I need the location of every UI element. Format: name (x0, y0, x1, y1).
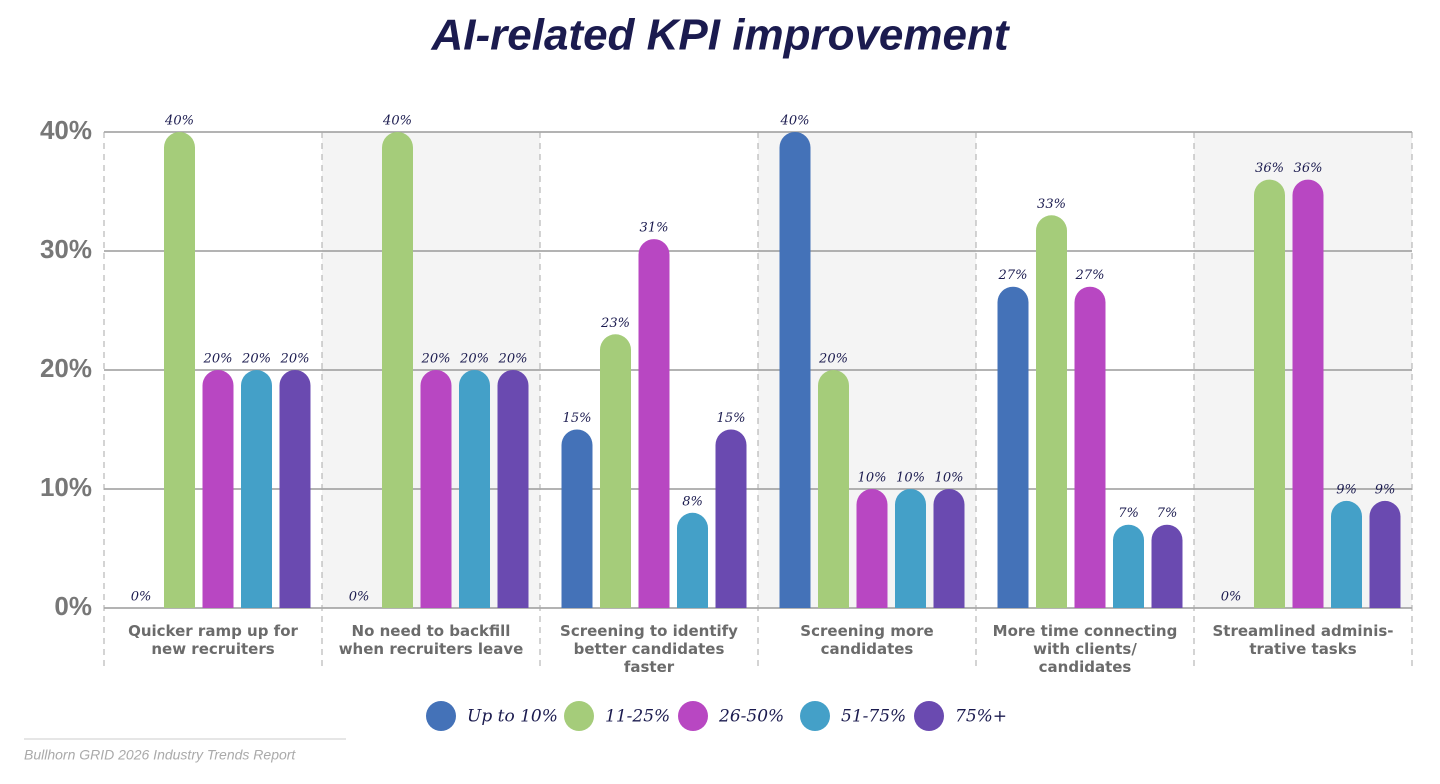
legend-label: Up to 10% (467, 707, 558, 727)
data-label: 9% (1336, 482, 1357, 497)
x-tick-label: More time connecting with clients/ candi… (992, 622, 1178, 676)
data-label: 7% (1157, 506, 1178, 521)
bar (1074, 286, 1106, 608)
x-tick-label: Quicker ramp up for new recruiters (128, 622, 298, 658)
bar (1151, 524, 1183, 608)
bar (1254, 179, 1285, 608)
x-tick-label: Screening to identify better candidates … (560, 622, 738, 676)
bar (1292, 179, 1324, 608)
data-label: 20% (421, 352, 451, 367)
data-label: 20% (498, 352, 528, 367)
data-label: 23% (600, 316, 630, 331)
legend-label: 11-25% (605, 707, 670, 727)
legend-swatch (564, 701, 594, 731)
data-label: 36% (1255, 161, 1284, 176)
y-tick-label: 30% (40, 234, 92, 264)
legend-swatch (800, 701, 830, 731)
y-tick-label: 20% (40, 353, 92, 383)
bar (933, 488, 965, 608)
bar (241, 370, 272, 608)
bar (779, 132, 811, 608)
data-label: 40% (164, 114, 194, 129)
bar (677, 512, 708, 608)
data-label: 31% (640, 221, 669, 236)
data-label: 15% (717, 411, 746, 426)
data-label: 36% (1294, 161, 1323, 176)
bar (1331, 500, 1362, 608)
x-tick-label: Screening more candidates (800, 622, 934, 658)
data-label: 40% (780, 114, 810, 129)
data-label: 20% (241, 352, 271, 367)
bar (561, 429, 593, 608)
data-label: 20% (280, 352, 310, 367)
bar (382, 132, 413, 608)
legend-swatch (914, 701, 944, 731)
data-label: 40% (382, 114, 412, 129)
bar (497, 370, 529, 608)
data-label: 0% (1221, 590, 1242, 605)
legend-label: 75%+ (955, 707, 1007, 727)
bar (279, 370, 311, 608)
bar (1036, 215, 1067, 609)
legend-label: 51-75% (841, 707, 906, 727)
chart-title: AI-related KPI improvement (430, 11, 1010, 60)
bar (818, 370, 849, 608)
bar (715, 429, 747, 608)
data-label: 10% (935, 471, 964, 486)
bar (600, 334, 631, 608)
data-label: 7% (1118, 506, 1139, 521)
bar (1113, 524, 1144, 608)
data-label: 27% (998, 268, 1028, 283)
data-label: 20% (203, 352, 233, 367)
data-label: 10% (896, 471, 925, 486)
data-label: 0% (349, 590, 370, 605)
x-tick-label: Streamlined adminis- trative tasks (1212, 622, 1394, 658)
bar (638, 239, 670, 609)
data-label: 20% (818, 352, 848, 367)
bar (997, 286, 1029, 608)
bar (459, 370, 490, 608)
bar (202, 370, 234, 608)
data-label: 20% (459, 352, 489, 367)
data-label: 9% (1375, 482, 1396, 497)
y-tick-label: 0% (54, 591, 92, 621)
data-label: 33% (1037, 197, 1066, 212)
x-tick-label: No need to backfill when recruiters leav… (338, 622, 524, 658)
y-tick-label: 10% (40, 472, 92, 502)
data-label: 27% (1075, 268, 1105, 283)
legend-swatch (678, 701, 708, 731)
bar (1369, 500, 1401, 608)
source: Bullhorn GRID 2026 Industry Trends Repor… (24, 747, 296, 763)
data-label: 0% (131, 590, 152, 605)
bar (856, 488, 888, 608)
bar (895, 488, 926, 608)
legend-swatch (426, 701, 456, 731)
bar (164, 132, 195, 608)
y-tick-label: 40% (40, 115, 92, 145)
bar (420, 370, 452, 608)
data-label: 10% (858, 471, 887, 486)
data-label: 8% (682, 494, 703, 509)
legend-label: 26-50% (718, 707, 784, 727)
data-label: 15% (563, 411, 592, 426)
